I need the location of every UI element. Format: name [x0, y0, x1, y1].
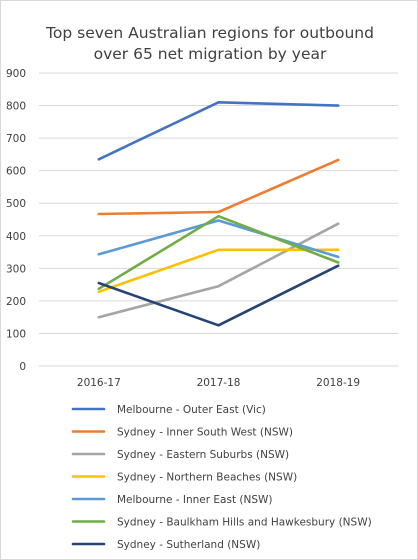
y-tick-label: 600: [6, 166, 26, 178]
legend: Melbourne - Outer East (Vic) Sydney - Inn…: [71, 404, 372, 551]
y-tick-label: 100: [6, 328, 26, 340]
series-line: [97, 101, 340, 161]
legend-label: Sydney - Sutherland (NSW): [117, 539, 260, 551]
legend-label: Sydney - Inner South West (NSW): [117, 427, 293, 439]
legend-label: Melbourne - Outer East (Vic): [117, 404, 266, 416]
y-tick-label: 700: [6, 133, 26, 145]
y-tick-label: 200: [6, 296, 26, 308]
legend-label: Sydney - Eastern Suburbs (NSW): [117, 449, 289, 461]
series-lines: [97, 101, 340, 327]
y-tick-label: 800: [6, 101, 26, 113]
chart-title-line: Top seven Australian regions for outboun…: [45, 24, 374, 42]
y-tick-label: 0: [19, 361, 26, 373]
y-axis-ticks: 0 100 200 300 400 500 600 700 800 900: [6, 68, 26, 373]
y-tick-label: 400: [6, 231, 26, 243]
chart-title: Top seven Australian regions for outboun…: [45, 24, 374, 63]
series-line: [97, 219, 340, 259]
legend-label: Melbourne - Inner East (NSW): [117, 494, 273, 506]
x-axis-ticks: 2016-17 2017-18 2018-19: [77, 377, 360, 389]
gridlines: [39, 72, 398, 367]
y-tick-label: 900: [6, 68, 26, 80]
x-tick-label: 2017-18: [197, 377, 241, 389]
series-line: [97, 264, 340, 327]
x-tick-label: 2018-19: [316, 377, 360, 389]
chart-title-line: over 65 net migration by year: [94, 45, 327, 63]
y-tick-label: 300: [6, 263, 26, 275]
legend-label: Sydney - Baulkham Hills and Hawkesbury (…: [117, 517, 372, 529]
series-line: [97, 158, 340, 216]
series-line: [97, 222, 340, 319]
legend-label: Sydney - Northern Beaches (NSW): [117, 472, 297, 484]
series-line: [97, 214, 340, 291]
series-line: [97, 248, 340, 294]
y-tick-label: 500: [6, 198, 26, 210]
x-tick-label: 2016-17: [77, 377, 121, 389]
